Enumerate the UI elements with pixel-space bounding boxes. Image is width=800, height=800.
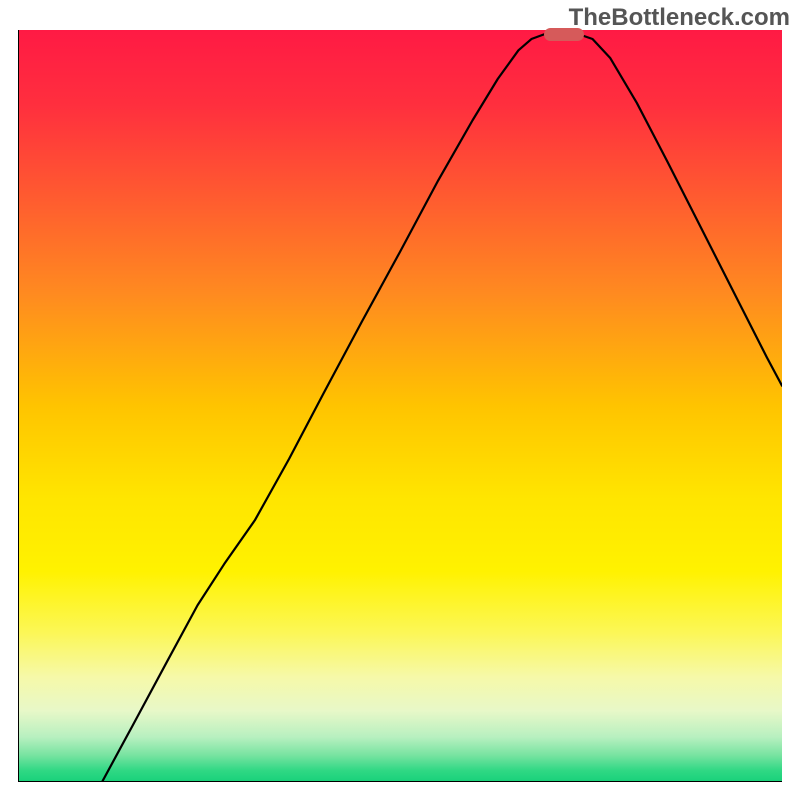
chart-area <box>18 30 782 782</box>
bottleneck-curve <box>18 30 782 782</box>
watermark-text: TheBottleneck.com <box>569 4 790 32</box>
